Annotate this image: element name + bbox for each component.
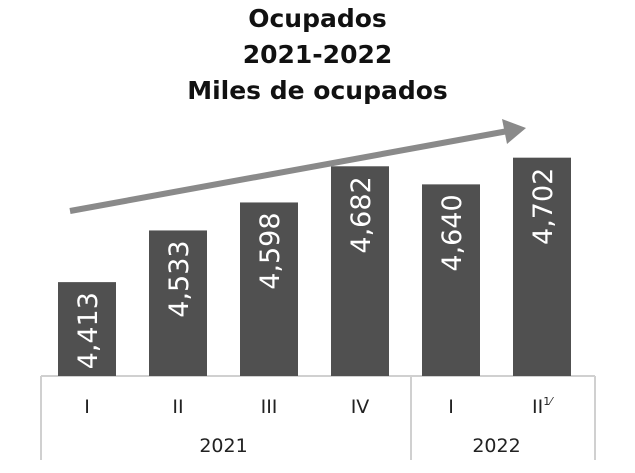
x-tick-label-6: II1⁄: [532, 395, 554, 418]
x-tick-label-3: III: [261, 396, 278, 418]
data-label-1: 4,413: [73, 292, 104, 369]
group-label-2022: 2022: [472, 435, 520, 457]
data-label-5: 4,640: [437, 194, 468, 271]
chart-title-line-1: Ocupados: [248, 4, 387, 33]
trend-arrow-line: [69, 128, 509, 214]
x-tick-label-5: I: [448, 396, 454, 418]
trend-arrow-head: [502, 119, 526, 144]
chart-title-line-3: Miles de ocupados: [187, 76, 448, 105]
x-tick-label-2: II: [172, 396, 183, 418]
chart-title-line-2: 2021-2022: [242, 40, 393, 69]
group-label-2021: 2021: [199, 435, 247, 457]
bar-5: [422, 184, 480, 376]
data-label-3: 4,598: [255, 212, 286, 289]
x-tick-label-1: I: [84, 396, 90, 418]
data-label-6: 4,702: [528, 168, 559, 245]
bar-6: [513, 157, 571, 376]
bar-2: [149, 230, 207, 376]
data-label-2: 4,533: [164, 240, 195, 317]
bar-1: [58, 282, 116, 376]
x-tick-label-4: IV: [351, 396, 370, 418]
bar-3: [240, 202, 298, 376]
bar-4: [331, 166, 389, 376]
data-label-4: 4,682: [346, 176, 377, 253]
